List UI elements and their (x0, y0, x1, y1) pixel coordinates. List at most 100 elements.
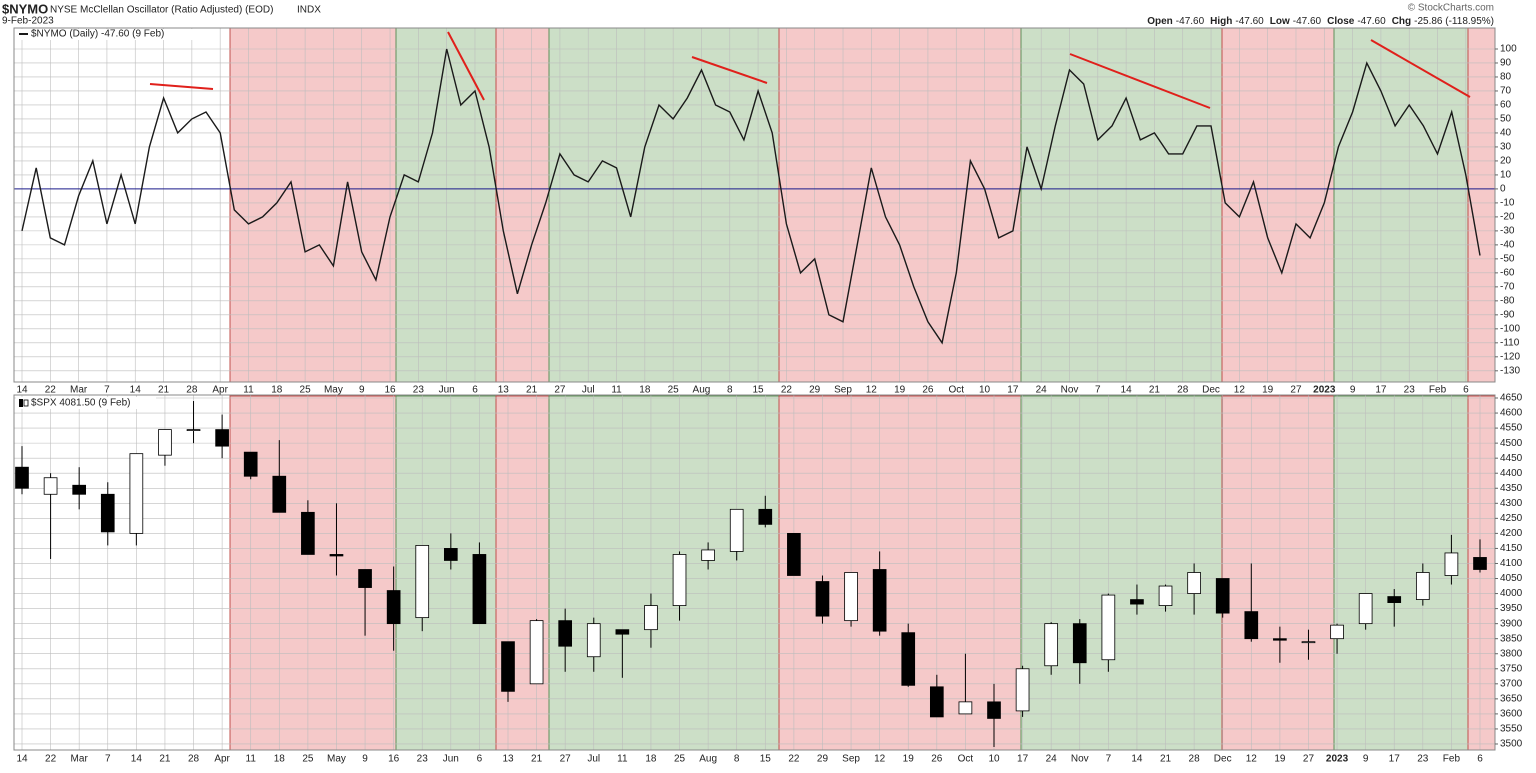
y-tick-label: 4400 (1500, 468, 1523, 479)
x-tick-label: 11 (611, 385, 622, 396)
trend-lines (149, 31, 1471, 109)
x-tick-label: 12 (1234, 385, 1246, 396)
y-tick-label: -70 (1500, 281, 1515, 292)
x-tick-label: 6 (472, 385, 478, 396)
exchange: INDX (297, 5, 321, 16)
candle-body (1273, 638, 1287, 641)
x-tick-label: 7 (104, 385, 110, 396)
y-tick-label: 3750 (1500, 663, 1523, 674)
candle-body (243, 451, 258, 477)
x-tick-label: 13 (502, 754, 514, 765)
y-tick-label: 4500 (1500, 438, 1523, 449)
candle-body (72, 484, 87, 495)
x-tick-label: 7 (1106, 754, 1112, 765)
nymo-line (21, 48, 1481, 345)
x-tick-label: Apr (214, 754, 230, 765)
y-tick-label: 4250 (1500, 513, 1523, 524)
candle-body (272, 475, 287, 513)
x-tick-label: Jul (587, 754, 600, 765)
y-tick-label: 4550 (1500, 423, 1523, 434)
x-tick-label: 21 (158, 385, 170, 396)
date: 9-Feb-2023 (2, 16, 54, 27)
y-tick-label: 60 (1500, 100, 1512, 111)
x-tick-label: Nov (1061, 385, 1079, 396)
x-tick-label: 14 (130, 385, 142, 396)
grid (14, 28, 1495, 750)
x-tick-label: 18 (639, 385, 651, 396)
candle-body (901, 632, 916, 686)
x-tick-label: 24 (1036, 385, 1048, 396)
y-tick-label: 70 (1500, 86, 1512, 97)
y-tick-label: 4650 (1500, 393, 1523, 404)
x-tick-label: 8 (727, 385, 733, 396)
quote-label: Open (1147, 16, 1173, 27)
x-tick-label: 17 (1375, 385, 1387, 396)
candle-body (1101, 594, 1116, 661)
candle-body (1358, 593, 1373, 625)
quote-label: Close (1327, 16, 1355, 27)
x-tick-label: 14 (16, 385, 28, 396)
panel-frame (13, 394, 1496, 751)
x-tick-label: 25 (674, 754, 686, 765)
x-tick-label: Jun (439, 385, 455, 396)
x-tick-label: May (324, 385, 343, 396)
y-tick-label: 4200 (1500, 528, 1523, 539)
candle-body (1158, 585, 1173, 606)
x-tick-label: 9 (1363, 754, 1369, 765)
x-tick-label: 23 (1404, 385, 1416, 396)
y-tick-label: 80 (1500, 72, 1512, 83)
candle-body (129, 453, 144, 534)
x-tick-label: Feb (1429, 385, 1447, 396)
candle-body (758, 508, 773, 525)
x-tick-label: 28 (1177, 385, 1189, 396)
trend-line (1069, 53, 1211, 109)
x-tick-label: 27 (1303, 754, 1315, 765)
candle-body (386, 590, 401, 625)
y-tick-label: -20 (1500, 212, 1515, 223)
quote-label: Chg (1392, 16, 1411, 27)
y-tick-label: -90 (1500, 309, 1515, 320)
x-tick-label: Dec (1202, 385, 1220, 396)
x-tick-label: 21 (531, 754, 543, 765)
y-tick-label: 3800 (1500, 648, 1523, 659)
y-tick-label: 3700 (1500, 678, 1523, 689)
x-tick-label: Dec (1214, 754, 1232, 765)
x-tick-label: Apr (212, 385, 228, 396)
y-tick-label: -120 (1500, 351, 1520, 362)
x-tick-label: Nov (1071, 754, 1089, 765)
x-tick-label: 9 (362, 754, 368, 765)
x-tick-label: 9 (359, 385, 365, 396)
candle-body (1044, 623, 1059, 667)
candle-body (672, 554, 687, 606)
x-tick-label: 26 (931, 754, 943, 765)
candle-body (15, 466, 29, 489)
x-tick-label: 18 (271, 385, 283, 396)
y-tick-label: 100 (1500, 44, 1517, 55)
x-tick-label: May (327, 754, 346, 765)
candle-body (615, 629, 630, 635)
x-tick-label: 11 (246, 754, 257, 765)
y-tick-label: 0 (1500, 184, 1506, 195)
candle-body (329, 554, 344, 557)
band-green (1020, 27, 1223, 383)
x-tick-label: 21 (526, 385, 538, 396)
band-red (778, 395, 1022, 751)
trend-line (149, 83, 214, 90)
quote: Open -47.60 High -47.60 Low -47.60 Close -47.60… (1147, 16, 1494, 27)
x-tick-label: 12 (866, 385, 878, 396)
x-tick-label: 13 (498, 385, 510, 396)
candle-body (586, 623, 601, 658)
x-tick-label: 12 (1246, 754, 1258, 765)
candle-body (529, 620, 544, 685)
x-tick-label: 6 (1463, 385, 1469, 396)
x-tick-label: 22 (45, 385, 57, 396)
legend-bg (16, 397, 156, 409)
candle-body (1473, 557, 1487, 570)
y-tick-label: -60 (1500, 268, 1515, 279)
candle-body (501, 641, 515, 692)
x-tick-label: Jun (443, 754, 459, 765)
x-tick-label: 23 (413, 385, 425, 396)
candle-body (558, 620, 573, 647)
y-tick-label: -100 (1500, 323, 1520, 334)
